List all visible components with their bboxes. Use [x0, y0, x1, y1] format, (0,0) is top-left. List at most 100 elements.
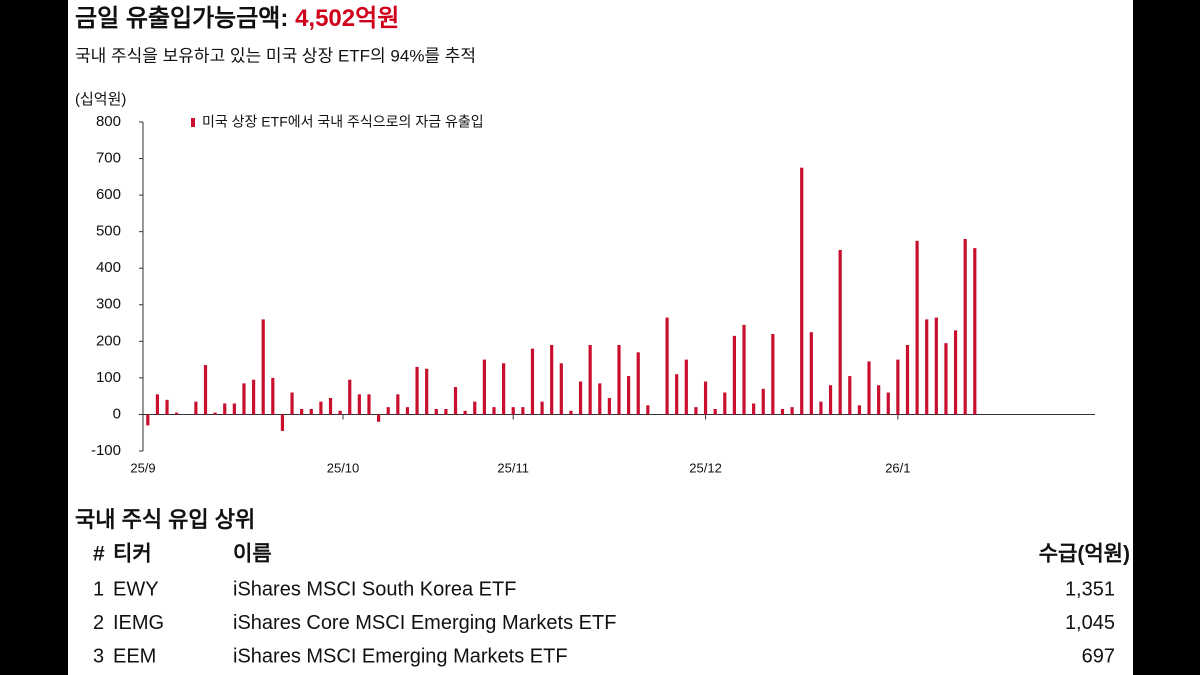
table-cell: 3 — [93, 645, 104, 667]
y-tick-label: 0 — [113, 405, 121, 422]
y-tick-label: 600 — [96, 186, 121, 203]
bar — [271, 377, 275, 415]
bar — [357, 394, 361, 415]
table-cell: 1,351 — [1065, 578, 1115, 600]
bar — [328, 397, 333, 415]
bar — [800, 167, 804, 415]
bar — [338, 410, 342, 415]
bar — [165, 399, 169, 415]
table-cell: iShares MSCI Emerging Markets ETF — [233, 645, 568, 667]
bar — [819, 401, 823, 415]
title: 금일 유출입가능금액: 4,502억원 — [75, 5, 399, 32]
y-tick-label: -100 — [91, 442, 121, 459]
bar — [694, 407, 698, 415]
x-tick-label: 25/11 — [497, 460, 529, 475]
bar — [723, 392, 727, 415]
table-cell: EWY — [113, 578, 159, 600]
bar — [521, 407, 525, 415]
bar — [473, 401, 477, 415]
bar — [155, 394, 160, 415]
bar — [425, 368, 429, 415]
y-tick-label: 500 — [96, 223, 121, 240]
y-tick-label: 200 — [96, 332, 121, 349]
table-cell: IEMG — [113, 612, 164, 634]
bar — [598, 383, 602, 415]
bar — [732, 335, 736, 415]
bar — [646, 405, 650, 415]
bar — [703, 381, 708, 415]
bar — [376, 414, 381, 422]
x-tick-label: 25/12 — [689, 460, 722, 475]
bar — [896, 359, 900, 415]
table-header: # — [93, 543, 105, 566]
bar — [752, 403, 756, 415]
legend-label: 미국 상장 ETF에서 국내 주식으로의 자금 유출입 — [202, 114, 484, 130]
bar — [386, 407, 390, 415]
table-cell: 2 — [93, 612, 104, 634]
bar — [588, 344, 592, 415]
bar — [309, 408, 313, 415]
bar — [367, 394, 371, 415]
table-cell: EEM — [113, 645, 156, 667]
bar — [492, 407, 496, 415]
bar — [828, 385, 833, 415]
bar — [569, 410, 573, 415]
x-tick-label: 26/1 — [885, 460, 910, 475]
bar — [877, 385, 881, 415]
bar — [742, 324, 746, 415]
bar — [675, 374, 679, 415]
y-axis-label: (십억원) — [75, 91, 126, 108]
bar — [223, 403, 227, 415]
bar — [232, 403, 236, 415]
bar — [809, 332, 813, 415]
bar — [453, 387, 458, 415]
bar — [550, 344, 554, 415]
bar — [607, 397, 611, 415]
bar — [415, 366, 419, 415]
bar — [771, 334, 775, 415]
bar — [780, 408, 785, 415]
bar — [203, 365, 208, 415]
bar — [540, 401, 544, 415]
bar — [838, 249, 842, 415]
table-cell: iShares MSCI South Korea ETF — [233, 578, 516, 600]
bar — [405, 407, 410, 415]
y-tick-label: 300 — [96, 296, 121, 313]
table-title: 국내 주식 유입 상위 — [75, 507, 255, 532]
bar — [973, 248, 977, 415]
subtitle: 국내 주식을 보유하고 있는 미국 상장 ETF의 94%를 추적 — [75, 46, 476, 65]
bar — [194, 401, 198, 415]
x-tick-label: 25/9 — [130, 460, 155, 475]
y-tick-label: 100 — [96, 369, 121, 386]
bar — [953, 330, 958, 415]
bar — [925, 319, 929, 415]
bar — [934, 317, 938, 415]
bar — [213, 412, 217, 415]
bar — [963, 238, 967, 415]
bar — [434, 408, 438, 415]
bar — [280, 414, 285, 431]
bar — [502, 363, 506, 415]
bar — [944, 343, 948, 415]
bar — [761, 388, 765, 415]
table-header: 이름 — [233, 543, 272, 566]
bar — [790, 407, 794, 415]
table-cell: 697 — [1082, 645, 1115, 667]
title-text: 금일 유출입가능금액: — [75, 5, 295, 32]
table-cell: iShares Core MSCI Emerging Markets ETF — [233, 612, 616, 634]
x-tick-label: 25/10 — [327, 460, 360, 475]
bar — [636, 352, 640, 415]
y-tick-label: 700 — [96, 150, 121, 167]
legend-swatch — [191, 118, 195, 127]
bar — [578, 381, 583, 415]
bar — [713, 408, 717, 415]
bar — [617, 344, 621, 415]
bar — [251, 379, 256, 415]
bar — [300, 408, 304, 415]
table-cell: 1 — [93, 578, 104, 600]
y-tick-label: 800 — [96, 113, 121, 130]
bar — [444, 408, 448, 415]
bar — [482, 359, 486, 415]
bar — [146, 414, 150, 426]
